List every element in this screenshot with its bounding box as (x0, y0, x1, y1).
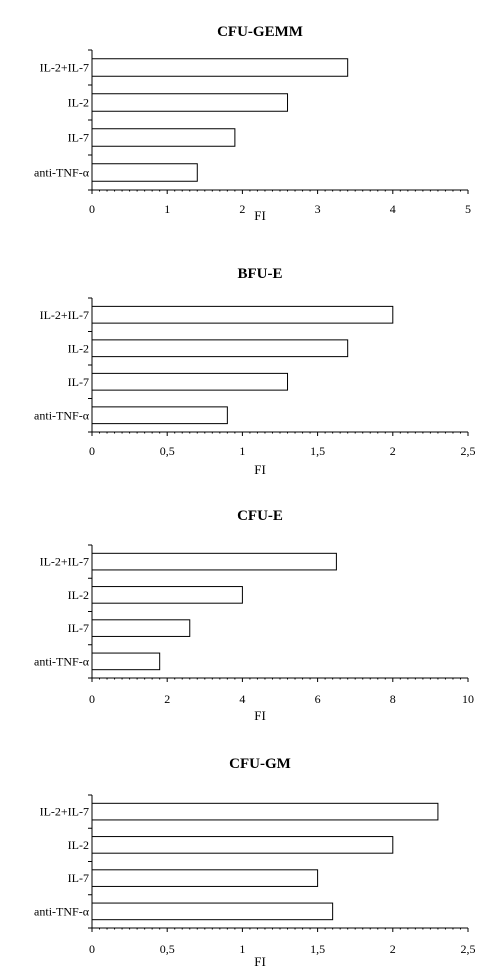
category-label: anti-TNF-α (34, 166, 90, 180)
bar (91, 93, 289, 112)
x-tick-label: 2 (390, 444, 396, 458)
x-tick-label: 0 (89, 202, 95, 216)
bar (91, 802, 439, 821)
x-tick-label: 5 (465, 202, 471, 216)
chart-3: CFU-E 0 2 4 6 8 10 FI IL-2+IL-7 IL-2 IL-7 anti-TNF-… (34, 508, 474, 723)
x-tick-label: 0,5 (160, 942, 175, 956)
x-tick-label: 6 (315, 692, 321, 706)
bar (91, 305, 394, 324)
x-tick-label: 4 (390, 202, 396, 216)
category-label: IL-2 (68, 838, 89, 852)
x-tick-label: 0 (89, 444, 95, 458)
x-tick-label: 2,5 (461, 444, 476, 458)
bar (91, 163, 198, 182)
category-label: IL-7 (68, 871, 89, 885)
category-label: IL-2+IL-7 (40, 805, 89, 819)
bar (91, 836, 394, 854)
bar (91, 372, 289, 391)
x-tick-label: 2,5 (461, 942, 476, 956)
bar (91, 902, 334, 921)
category-label: IL-2+IL-7 (40, 555, 89, 569)
x-tick-label: 1 (239, 942, 245, 956)
chart-2: BFU-E 0 0,5 1 1,5 2 2,5 FI IL-2+IL-7 IL-2 IL-7 anti… (34, 266, 475, 477)
x-axis-label: FI (254, 954, 266, 967)
x-tick-label: 4 (239, 692, 245, 706)
x-tick-label: 10 (462, 692, 474, 706)
chart-title: CFU-GEMM (217, 24, 303, 40)
x-tick-label: 8 (390, 692, 396, 706)
x-tick-label: 1,5 (310, 942, 325, 956)
chart-title: BFU-E (238, 266, 283, 282)
category-label: anti-TNF-α (34, 408, 90, 422)
bar (91, 552, 337, 571)
x-tick-label: 0,5 (160, 444, 175, 458)
category-label: IL-2+IL-7 (40, 61, 89, 75)
bar (91, 339, 349, 358)
x-tick-label: 0 (89, 942, 95, 956)
x-tick-label: 1,5 (310, 444, 325, 458)
category-label: IL-7 (68, 621, 89, 635)
chart-1: CFU-GEMM 0 1 2 3 4 5 FI IL-2+IL-7 IL-2 IL-7 anti-TN… (34, 24, 471, 223)
category-label: anti-TNF-α (34, 654, 90, 668)
bar (91, 58, 349, 77)
bar (91, 869, 319, 887)
chart-title: CFU-GM (229, 756, 291, 772)
x-axis-label: FI (254, 208, 266, 223)
category-label: IL-7 (68, 375, 89, 389)
bar (91, 619, 191, 637)
x-tick-label: 1 (164, 202, 170, 216)
category-label: IL-2 (68, 588, 89, 602)
category-label: IL-2 (68, 341, 89, 355)
x-axis-label: FI (254, 708, 266, 723)
category-label: IL-7 (68, 131, 89, 145)
category-label: IL-2+IL-7 (40, 308, 89, 322)
chart-4: CFU-GM 0 0,5 1 1,5 2 2,5 FI IL-2+IL-7 IL-2 IL-7 ant… (34, 756, 475, 967)
category-label: anti-TNF-α (34, 904, 90, 918)
bar (91, 652, 161, 671)
x-tick-label: 2 (164, 692, 170, 706)
x-tick-label: 3 (315, 202, 321, 216)
x-tick-label: 0 (89, 692, 95, 706)
x-tick-label: 2 (390, 942, 396, 956)
bar (91, 128, 236, 147)
category-label: IL-2 (68, 96, 89, 110)
chart-title: CFU-E (237, 508, 283, 524)
bar (91, 586, 243, 604)
bar (91, 406, 228, 425)
x-tick-label: 1 (239, 444, 245, 458)
x-axis-label: FI (254, 462, 266, 477)
x-tick-label: 2 (239, 202, 245, 216)
